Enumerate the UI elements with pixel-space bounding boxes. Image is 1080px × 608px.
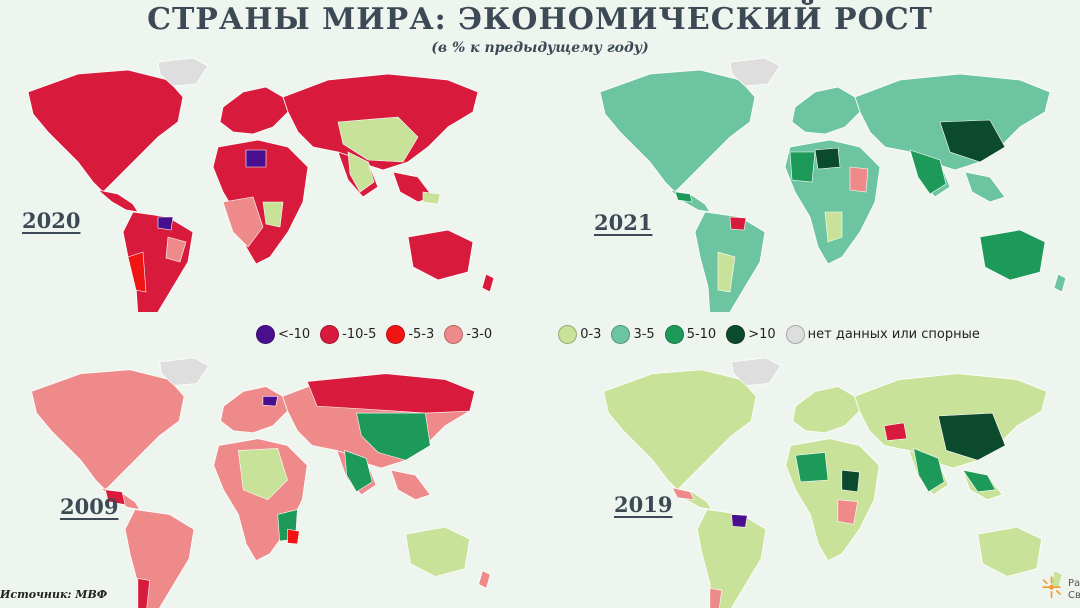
legend-swatch bbox=[664, 324, 684, 344]
legend-item-5-10: 5-10 bbox=[664, 324, 717, 344]
legend-swatch bbox=[558, 324, 578, 344]
year-label-2020: 2020 bbox=[22, 208, 81, 233]
logo-text: Ра Св bbox=[1068, 578, 1080, 602]
legend-label: -5-3 bbox=[408, 326, 435, 342]
legend-item-gt-10: >10 bbox=[726, 324, 776, 344]
legend-swatch bbox=[726, 324, 746, 344]
year-label-2019: 2019 bbox=[614, 492, 673, 517]
year-label-2009: 2009 bbox=[60, 494, 119, 519]
legend-label: -10-5 bbox=[342, 326, 377, 342]
page-subtitle: (в % к предыдущему году) bbox=[431, 40, 649, 56]
map-2021 bbox=[599, 57, 1067, 312]
highlights-2009 bbox=[104, 373, 475, 608]
map-2009 bbox=[31, 357, 491, 608]
legend-label: <-10 bbox=[278, 326, 311, 342]
highlights-2020 bbox=[127, 116, 441, 293]
highlights-2021 bbox=[674, 119, 1046, 293]
map-2019 bbox=[603, 357, 1063, 608]
page-title: СТРАНЫ МИРА: ЭКОНОМИЧЕСКИЙ РОСТ bbox=[147, 2, 933, 37]
legend-item-5-3: -5-3 bbox=[386, 324, 435, 344]
legend-item-no-data: нет данных или спорные bbox=[785, 324, 980, 344]
world-2021 bbox=[599, 57, 1067, 312]
legend-swatch bbox=[444, 324, 464, 344]
year-label-2021: 2021 bbox=[594, 210, 653, 235]
logo-line-1: Ра bbox=[1068, 578, 1080, 589]
world-2020 bbox=[27, 57, 495, 312]
legend-item-0-3: 0-3 bbox=[558, 324, 602, 344]
legend-item-lt-10: <-10 bbox=[256, 324, 311, 344]
legend-swatch bbox=[256, 324, 275, 344]
world-2019 bbox=[603, 357, 1063, 608]
legend-swatch bbox=[320, 324, 340, 344]
highlights-2019 bbox=[671, 412, 1006, 608]
legend-item-3-0: -3-0 bbox=[444, 324, 493, 344]
logo-icon bbox=[1042, 576, 1062, 598]
logo-line-2: Св bbox=[1068, 590, 1080, 601]
legend-swatch bbox=[785, 324, 805, 344]
legend-label: 3-5 bbox=[633, 326, 655, 342]
legend-swatch bbox=[386, 324, 406, 344]
legend-label: 5-10 bbox=[686, 326, 717, 342]
map-2020 bbox=[27, 57, 495, 312]
legend: <-10 -10-5 -5-3 -3-0 0-3 3-5 5-10 >10 не… bbox=[256, 322, 990, 346]
legend-swatch bbox=[611, 324, 631, 344]
legend-label: нет данных или спорные bbox=[807, 326, 980, 342]
legend-label: >10 bbox=[748, 326, 776, 342]
legend-item-10-5: -10-5 bbox=[320, 324, 377, 344]
source-note: Источник: МВФ bbox=[0, 588, 108, 601]
legend-item-3-5: 3-5 bbox=[611, 324, 655, 344]
legend-label: 0-3 bbox=[580, 326, 602, 342]
legend-label: -3-0 bbox=[466, 326, 493, 342]
